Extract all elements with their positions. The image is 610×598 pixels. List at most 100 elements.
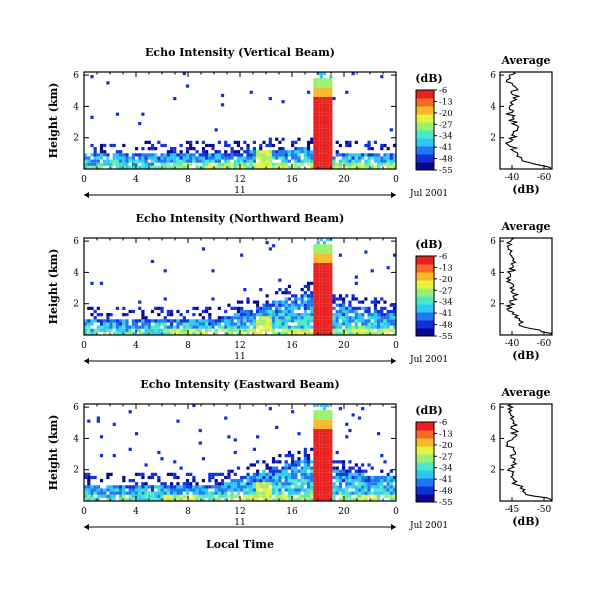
heatmap-cell — [316, 153, 320, 157]
heatmap-cell — [322, 137, 327, 141]
heatmap-cell — [386, 266, 390, 270]
heatmap-cell — [313, 475, 317, 480]
heatmap-cell — [319, 159, 323, 163]
heatmap-cell — [300, 162, 304, 166]
panel-title: Echo Intensity (Eastward Beam) — [140, 378, 339, 391]
heatmap-cell — [389, 322, 393, 326]
heatmap-cell — [138, 325, 142, 329]
heatmap-cell — [205, 488, 209, 492]
heatmap-cell — [176, 419, 180, 423]
heatmap-cell — [278, 319, 282, 323]
heatmap-cell — [249, 90, 253, 94]
heatmap-cell — [189, 140, 193, 144]
heatmap-cell — [265, 150, 269, 154]
heatmap-cell — [236, 485, 241, 489]
heatmap-cell — [354, 159, 358, 163]
heatmap-cell — [131, 325, 135, 329]
heatmap-cell — [122, 325, 126, 329]
heatmap-cell — [300, 303, 304, 307]
heatmap-cell — [354, 275, 358, 279]
heatmap-cell — [230, 306, 234, 310]
heatmap-cell — [370, 156, 374, 160]
heatmap-cell — [205, 153, 209, 157]
heatmap-cell — [329, 156, 333, 160]
x-tick-label: 16 — [286, 341, 298, 351]
heatmap-cell — [189, 472, 193, 476]
heatmap-cell — [150, 147, 155, 151]
heatmap-cell — [87, 331, 91, 335]
heatmap-cell — [322, 466, 327, 470]
heatmap-cell — [326, 150, 330, 154]
heatmap-cell — [322, 262, 327, 267]
heatmap-cell — [392, 322, 397, 326]
heatmap-cell — [281, 325, 285, 329]
heatmap-cell — [240, 147, 244, 151]
heatmap-cell — [313, 413, 317, 417]
heatmap-cell — [351, 479, 355, 483]
heatmap-cell — [198, 319, 202, 323]
x-tick-label: 0 — [81, 175, 87, 185]
heatmap-cell — [364, 475, 368, 480]
heatmap-cell — [345, 165, 349, 169]
heatmap-cell — [119, 319, 123, 323]
heatmap-cell — [294, 475, 298, 480]
heatmap-cell — [103, 494, 107, 498]
heatmap-cell — [262, 485, 266, 489]
heatmap-cell — [134, 497, 139, 501]
heatmap-cell — [348, 140, 352, 144]
heatmap-cell — [326, 165, 330, 169]
heatmap-cell — [240, 328, 244, 332]
heatmap-cell — [345, 479, 349, 483]
heatmap-cell — [316, 300, 320, 304]
heatmap-cell — [271, 316, 276, 320]
heatmap-cell — [303, 450, 307, 455]
heatmap-cell — [341, 475, 346, 480]
heatmap-cell — [287, 159, 292, 163]
heatmap-cell — [306, 162, 311, 166]
heatmap-cell — [278, 147, 282, 151]
heatmap-cell — [322, 460, 327, 464]
heatmap-cell — [313, 325, 317, 329]
heatmap-cell — [316, 278, 320, 282]
heatmap-cell — [119, 150, 123, 154]
heatmap-cell — [310, 482, 314, 486]
heatmap-cell — [357, 479, 362, 483]
heatmap-cell — [313, 313, 317, 317]
heatmap-cell — [354, 497, 358, 501]
heatmap-cell — [291, 457, 295, 461]
heatmap-cell — [294, 463, 298, 467]
heatmap-cell — [179, 159, 183, 163]
heatmap-cell — [182, 331, 186, 335]
heatmap-cell — [87, 319, 91, 323]
heatmap-cell — [313, 410, 317, 414]
heatmap-cell — [319, 450, 323, 455]
heatmap-cell — [326, 450, 330, 455]
heatmap-cell — [329, 491, 333, 495]
y-axis-label: Height (km) — [47, 415, 60, 491]
heatmap-cell — [160, 159, 164, 163]
heatmap-cell — [106, 472, 110, 476]
heatmap-cell — [377, 331, 381, 335]
heatmap-cell — [278, 485, 282, 489]
heatmap-cell — [329, 309, 333, 314]
heatmap-cell — [144, 494, 148, 498]
heatmap-cell — [128, 328, 132, 332]
heatmap-cell — [109, 313, 113, 317]
heatmap-cell — [268, 479, 272, 483]
heatmap-cell — [329, 244, 333, 248]
heatmap-cell — [84, 488, 88, 492]
heatmap-cell — [316, 109, 320, 113]
heatmap-cell — [144, 316, 148, 320]
heatmap-cell — [364, 479, 368, 483]
heatmap-cell — [386, 319, 390, 323]
heatmap-cell — [185, 325, 190, 329]
heatmap-cell — [90, 281, 94, 285]
heatmap-cell — [284, 325, 288, 329]
heatmap-cell — [275, 300, 279, 304]
heatmap-cell — [109, 325, 113, 329]
heatmap-cell — [338, 491, 342, 495]
heatmap-cell — [230, 482, 234, 486]
heatmap-cell — [377, 153, 381, 157]
heatmap-cell — [84, 159, 88, 163]
heatmap-cell — [217, 322, 221, 326]
